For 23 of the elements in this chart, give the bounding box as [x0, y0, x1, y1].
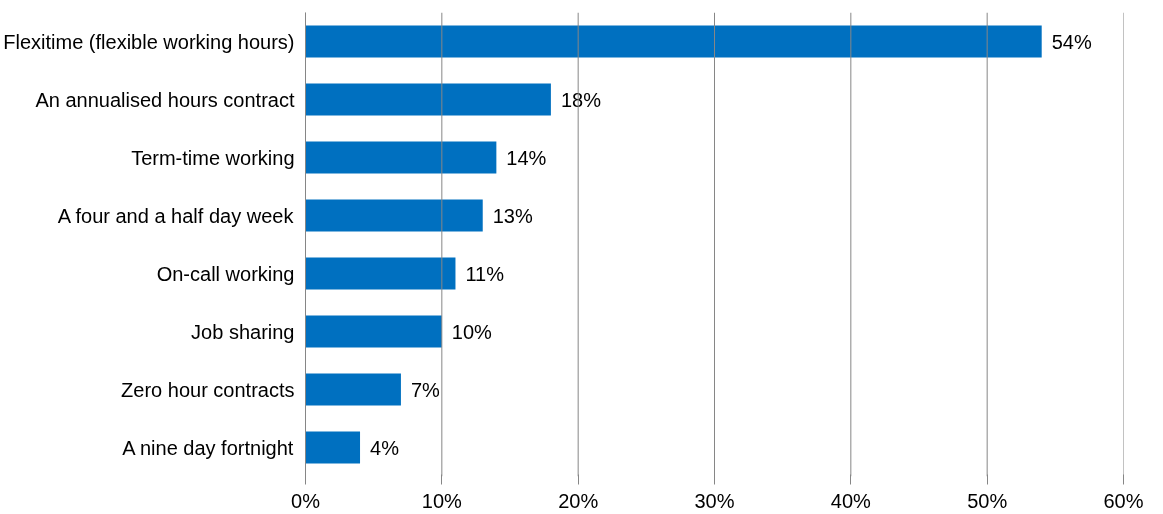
data-label: 10%: [451, 320, 493, 343]
y-tick-label: A nine day fortnight: [122, 436, 294, 459]
data-label: 4%: [370, 436, 400, 459]
x-tick-label: 20%: [558, 489, 599, 512]
y-tick-label: Job sharing: [191, 320, 295, 343]
y-tick-label: An annualised hours contract: [35, 88, 295, 111]
y-tick-label: On-call working: [156, 262, 295, 285]
y-tick-label: A four and a half day week: [57, 204, 295, 227]
data-label: 54%: [1051, 30, 1092, 53]
y-tick-label: Zero hour contracts: [121, 378, 295, 401]
x-tick-label: 60%: [1103, 489, 1144, 512]
data-label: 14%: [506, 146, 547, 169]
y-tick-label: Flexitime (flexible working hours): [3, 30, 295, 53]
data-label: 18%: [560, 88, 602, 111]
x-tick-label: 10%: [421, 489, 463, 512]
y-tick-label: Term-time working: [131, 146, 295, 169]
data-label: 7%: [410, 378, 441, 401]
data-label: 11%: [465, 262, 505, 285]
x-tick-label: 0%: [291, 489, 321, 512]
x-tick-label: 50%: [967, 489, 1008, 512]
x-tick-label: 40%: [830, 489, 872, 512]
x-tick-label: 30%: [694, 489, 735, 512]
data-label: 13%: [492, 204, 533, 227]
